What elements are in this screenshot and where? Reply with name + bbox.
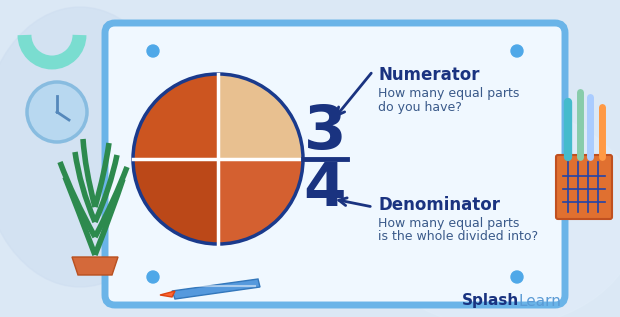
- Text: Learn: Learn: [519, 294, 562, 308]
- FancyBboxPatch shape: [556, 155, 612, 219]
- Circle shape: [511, 45, 523, 57]
- Circle shape: [511, 271, 523, 283]
- Text: Numerator: Numerator: [378, 66, 479, 84]
- Polygon shape: [160, 291, 175, 297]
- Wedge shape: [218, 74, 303, 159]
- Ellipse shape: [360, 107, 620, 317]
- Polygon shape: [172, 279, 260, 299]
- Circle shape: [27, 82, 87, 142]
- Wedge shape: [218, 159, 303, 244]
- Text: Denominator: Denominator: [378, 196, 500, 214]
- Polygon shape: [72, 257, 118, 275]
- Circle shape: [147, 45, 159, 57]
- Text: How many equal parts: How many equal parts: [378, 217, 520, 230]
- FancyBboxPatch shape: [105, 23, 565, 305]
- Text: 3: 3: [304, 102, 346, 161]
- Ellipse shape: [0, 7, 180, 287]
- Text: Splash: Splash: [462, 294, 520, 308]
- Text: do you have?: do you have?: [378, 100, 462, 113]
- Text: 4: 4: [304, 159, 346, 218]
- Text: is the whole divided into?: is the whole divided into?: [378, 230, 538, 243]
- Wedge shape: [133, 74, 218, 159]
- Circle shape: [147, 271, 159, 283]
- Text: How many equal parts: How many equal parts: [378, 87, 520, 100]
- Wedge shape: [133, 159, 218, 244]
